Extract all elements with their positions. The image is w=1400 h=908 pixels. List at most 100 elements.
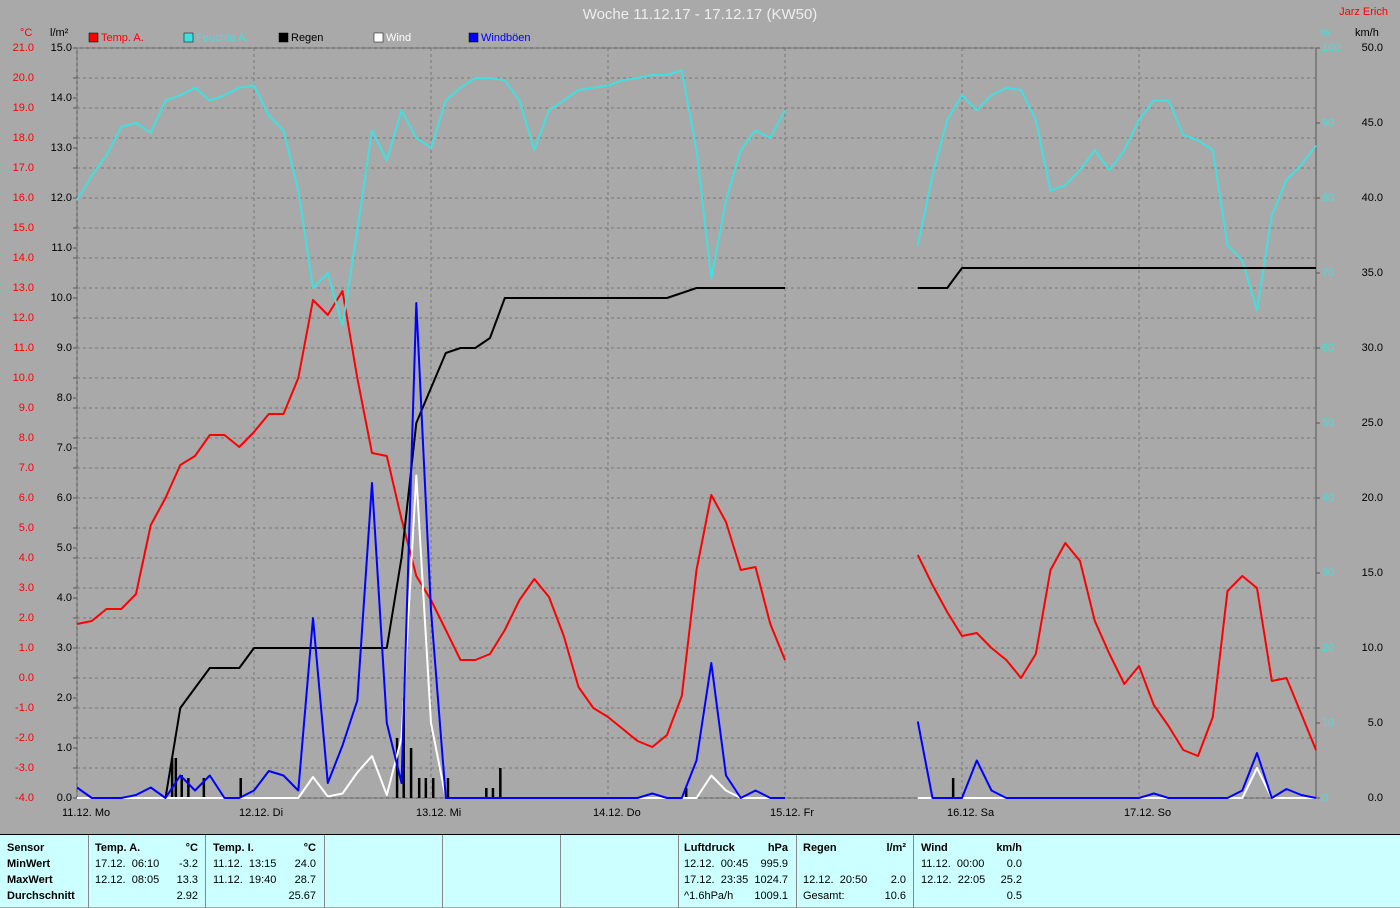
y-tick-label: 5.0 [57,542,72,554]
y-tick-label: 20.0 [13,72,34,84]
y-tick-label: 6.0 [19,492,34,504]
y-tick-label: 20.0 [1362,492,1383,504]
rain-bar [174,758,178,798]
column-unit: l/m² [886,842,906,854]
y-tick-label: 1.0 [19,642,34,654]
y-tick-label: 11.0 [51,242,72,254]
y-tick-label: 11.0 [13,342,34,354]
y-tick-label: 50.0 [1362,42,1383,54]
y-tick-label: -2.0 [15,732,34,744]
stat-value: 25.2 [1000,874,1022,886]
y-tick-label: 7.0 [57,442,72,454]
y-tick-label: 50 [1322,417,1334,429]
y-tick-label: 14.0 [51,92,72,104]
y-tick-label: 13.0 [13,282,34,294]
y-tick-label: 9.0 [19,402,34,414]
stat-value: 2.0 [890,874,906,886]
divider [796,835,797,908]
y-tick-label: 9.0 [57,342,72,354]
y-tick-label: 8.0 [57,392,72,404]
series-line [76,302,1317,799]
plot-area [76,47,1317,799]
divider [913,835,914,908]
y-tick-label: 14.0 [13,252,34,264]
stat-value: 13.3 [176,874,198,886]
y-tick-label: 25.0 [1362,417,1383,429]
column-unit: °C [185,842,198,854]
y-tick-label: 0.0 [1368,792,1383,804]
row-label: MaxWert [7,874,53,886]
y-tick-label: 35.0 [1362,267,1383,279]
y-tick-label: 13.0 [51,142,72,154]
stat-time: 12.12. 08:05 [95,874,160,886]
y-tick-label: 30.0 [1362,342,1383,354]
column-title: Temp. A. [95,842,141,854]
y-tick-label: 10.0 [1362,642,1383,654]
stat-value: 0.0 [1006,858,1022,870]
column-unit: hPa [767,842,788,854]
row-label: MinWert [7,858,51,870]
x-tick-label: 12.12. Di [239,807,283,819]
author: Jarz Erich [1339,6,1388,18]
stat-time: 11.12. 13:15 [213,858,277,870]
rain-bar [446,778,450,798]
column-unit: km/h [996,842,1022,854]
legend-label: Windböen [481,32,531,44]
divider [560,835,561,908]
stat-time: 12.12. 20:50 [803,874,868,886]
y-tick-label: 90 [1322,117,1334,129]
y-tick-label: 5.0 [19,522,34,534]
axis-title: °C [20,27,32,39]
stat-time: 11.12. 19:40 [213,874,277,886]
stat-value: -3.2 [179,858,198,870]
y-tick-label: 80 [1322,192,1334,204]
y-tick-label: 2.0 [57,692,72,704]
rain-bar [187,778,190,798]
stat-value: 995.9 [760,858,788,870]
x-tick-label: 13.12. Mi [416,807,461,819]
series-line [76,69,1317,327]
y-tick-label: 70 [1322,267,1334,279]
y-tick-label: 7.0 [19,462,34,474]
y-tick-label: 0.0 [57,792,72,804]
y-tick-label: 40.0 [1362,192,1383,204]
stat-value: 25.67 [288,890,316,902]
stat-time: 17.12. 06:10 [95,858,160,870]
y-tick-label: 5.0 [1368,717,1383,729]
legend-swatch [278,32,289,43]
divider [324,835,325,908]
legend-label: Temp. A. [101,32,144,44]
rain-bar [424,778,428,798]
column-unit: °C [303,842,316,854]
axis-title: l/m² [50,27,69,39]
y-tick-label: 3.0 [57,642,72,654]
y-tick-label: 10 [1322,717,1334,729]
divider [88,835,89,908]
stat-time: 12.12. 00:45 [684,858,749,870]
y-tick-label: 16.0 [13,192,34,204]
rain-bar [684,788,688,798]
chart: Woche 11.12.17 - 17.12.17 (KW50) Jarz Er… [13,6,1388,819]
rain-bar [417,778,421,798]
y-tick-label: 45.0 [1362,117,1383,129]
y-tick-label: 8.0 [19,432,34,444]
axis-title: km/h [1355,27,1379,39]
rain-bar [431,778,435,798]
rain-bar [170,758,174,798]
series-line [77,267,1316,799]
x-tick-label: 17.12. So [1124,807,1171,819]
row-label: Sensor [7,842,45,854]
y-tick-label: 30 [1322,567,1334,579]
stat-trend: ^1.6hPa/h [684,890,734,902]
stat-value: 1009.1 [754,890,788,902]
y-tick-label: 21.0 [13,42,34,54]
y-tick-label: 2.0 [19,612,34,624]
column-title: Regen [803,842,837,854]
rain-bar [499,768,502,798]
divider [442,835,443,908]
rain-bar [402,698,405,798]
y-tick-label: 15.0 [13,222,34,234]
rain-bar [180,775,183,798]
y-tick-label: 1.0 [57,742,72,754]
